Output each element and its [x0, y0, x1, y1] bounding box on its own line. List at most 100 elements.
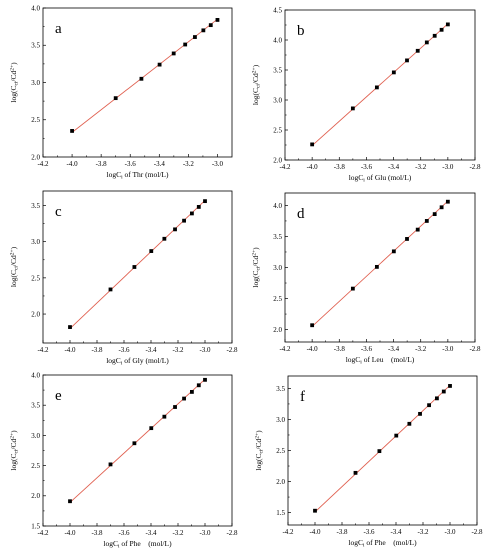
data-point	[424, 219, 429, 223]
chart-svg-b: -4.2 -4.0 -3.8 -3.6 -3.4 -3.2 -3.0 -2.8 2.0 2.5 3.…	[251, 6, 481, 184]
y-tick-label: 2.0	[273, 156, 282, 164]
data-point	[208, 23, 213, 28]
data-point	[405, 58, 409, 63]
data-point	[190, 211, 194, 216]
y-tick-label: 2.5	[31, 274, 40, 282]
x-tick-label: -3.2	[417, 528, 429, 536]
y-tick-label: 4.0	[31, 4, 40, 12]
y-tick-label: 2.0	[276, 478, 285, 486]
y-tick-label: 2.5	[31, 116, 40, 124]
x-tick-label: -3.2	[172, 529, 184, 537]
plot-frame	[42, 374, 233, 527]
data-point	[190, 390, 194, 394]
x-axis-title: logCi of Phe (mol/L)	[103, 539, 172, 550]
y-tick-label: 4.5	[273, 6, 282, 14]
data-point	[350, 106, 355, 111]
y-tick-label: 1.5	[31, 522, 40, 530]
data-point	[203, 377, 207, 382]
data-point	[182, 218, 186, 223]
data-point	[415, 227, 420, 232]
x-tick-label: -3.2	[415, 163, 427, 171]
data-point	[377, 449, 382, 454]
panel-letter: e	[55, 388, 62, 404]
data-point	[162, 414, 167, 419]
data-point	[70, 129, 74, 133]
x-tick-label: -3.4	[145, 529, 157, 537]
y-axis-title: log(Cci/Cd2+)	[254, 430, 265, 471]
data-point	[113, 96, 118, 101]
x-tick-label: -3.8	[334, 345, 346, 353]
x-axis-title: logCi of Phe (mol/L)	[348, 538, 417, 549]
y-axis-title: log(Cci/Cd2+)	[9, 246, 20, 287]
y-tick-label: 2.5	[276, 447, 285, 455]
chart-panel-e: -4.2 -4.0 -3.8 -3.6 -3.4 -3.2 -3.0 -2.8 1.5 2.0 2.…	[0, 366, 245, 550]
x-tick-label: -3.4	[388, 163, 400, 171]
x-tick-label: -4.0	[307, 163, 319, 171]
data-point	[196, 205, 201, 209]
y-tick-label: 2.0	[31, 492, 40, 500]
x-tick-label: -2.8	[469, 345, 481, 353]
data-point	[432, 33, 437, 38]
x-tick-label: -3.6	[118, 346, 130, 354]
chart-svg-f: -4.2 -4.0 -3.8 -3.6 -3.4 -3.2 -3.0 -2.8 1.5 2.0 2.…	[254, 375, 483, 549]
y-tick-label: 4.0	[31, 371, 40, 379]
x-tick-label: -3.0	[442, 345, 454, 353]
plot-frame	[42, 190, 233, 344]
data-point	[132, 265, 137, 269]
data-point	[424, 40, 429, 45]
y-tick-label: 3.0	[273, 96, 282, 104]
data-point	[171, 51, 176, 56]
data-point	[394, 433, 399, 438]
data-point	[201, 28, 206, 33]
data-point	[405, 237, 409, 241]
plot-frame	[287, 375, 478, 526]
x-tick-label: -4.2	[37, 160, 49, 168]
panel-letter: a	[55, 21, 62, 37]
x-tick-label: -3.6	[363, 528, 375, 536]
data-point	[68, 499, 72, 504]
x-axis-title: logCi of Glu (mol/L)	[349, 173, 412, 184]
x-tick-label: -3.8	[91, 529, 103, 537]
data-point	[439, 205, 444, 210]
y-tick-label: 2.0	[31, 153, 40, 161]
y-tick-label: 3.5	[273, 233, 282, 241]
x-tick-label: -3.8	[91, 346, 103, 354]
data-point	[149, 426, 154, 431]
x-tick-label: -2.8	[471, 528, 483, 536]
x-tick-label: -4.2	[279, 163, 291, 171]
y-axis-title: log(Cci/Cd2+)	[251, 64, 262, 105]
panel-letter: f	[300, 389, 305, 405]
data-point	[418, 411, 422, 416]
x-tick-label: -3.6	[361, 163, 373, 171]
data-point	[374, 264, 379, 269]
y-tick-label: 2.5	[31, 462, 40, 470]
data-point	[391, 70, 396, 75]
x-tick-label: -3.4	[154, 160, 166, 168]
data-point	[374, 85, 379, 90]
data-point	[193, 35, 197, 39]
data-point	[445, 199, 450, 204]
x-tick-label: -3.4	[390, 528, 402, 536]
y-tick-label: 3.5	[31, 402, 40, 410]
y-tick-label: 3.5	[31, 42, 40, 50]
x-tick-label: -3.8	[334, 163, 346, 171]
data-point	[448, 384, 452, 388]
y-tick-label: 3.0	[31, 238, 40, 246]
x-tick-label: -3.4	[388, 345, 400, 353]
x-tick-label: -3.0	[212, 160, 224, 168]
chart-svg-a: -4.2 -4.0 -3.8 -3.6 -3.4 -3.2 -3.0 2.0 2.5 3.0 3.5…	[9, 4, 233, 181]
chart-panel-a: -4.2 -4.0 -3.8 -3.6 -3.4 -3.2 -3.0 2.0 2.5 3.0 3.5…	[0, 0, 245, 183]
panel-letter: c	[55, 204, 62, 220]
x-tick-label: -3.0	[199, 346, 211, 354]
y-tick-label: 2.5	[273, 126, 282, 134]
x-tick-label: -4.2	[279, 345, 291, 353]
x-tick-label: -3.2	[172, 346, 184, 354]
y-tick-label: 2.0	[31, 310, 40, 318]
x-tick-label: -3.6	[125, 160, 137, 168]
data-point	[162, 236, 167, 241]
x-tick-label: -3.6	[361, 345, 373, 353]
data-point	[173, 405, 177, 409]
data-point	[435, 396, 439, 401]
y-axis-title: log(Cci/Cd2+)	[251, 247, 262, 288]
